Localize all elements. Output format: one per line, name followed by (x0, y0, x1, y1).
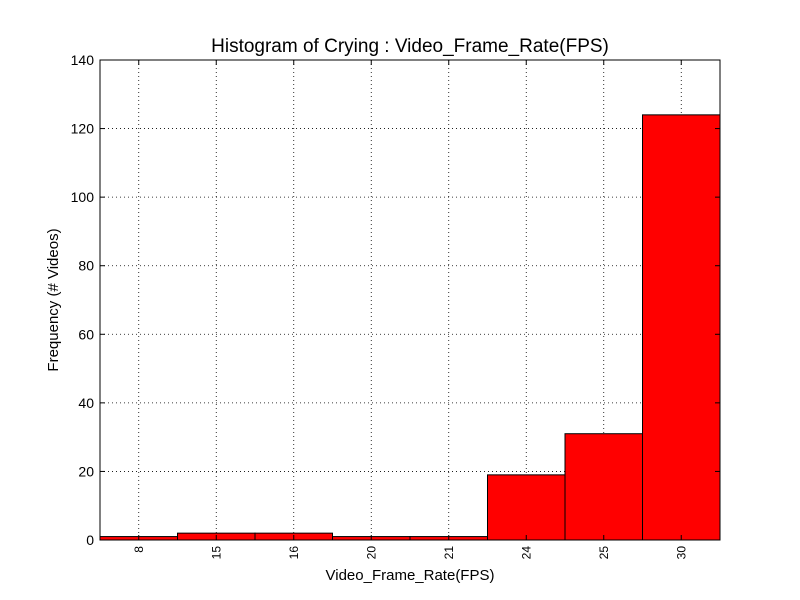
y-tick-label: 60 (78, 326, 94, 342)
y-tick-label: 20 (78, 463, 94, 479)
x-tick-label: 24 (519, 546, 533, 560)
y-tick-label: 0 (86, 532, 94, 548)
y-tick-label: 40 (78, 395, 94, 411)
bar-30 (642, 114, 721, 541)
y-tick-label: 120 (71, 121, 95, 137)
x-tick-label: 16 (287, 546, 301, 560)
ticks: 0 20 40 60 80 100 120 140 8 15 16 20 21 24 25 30 (71, 52, 720, 559)
x-axis-label: Video_Frame_Rate(FPS) (326, 567, 495, 584)
chart-title: Histogram of Crying : Video_Frame_Rate(F… (211, 36, 609, 57)
x-tick-label: 25 (597, 546, 611, 560)
x-tick-label: 30 (674, 546, 688, 560)
plot-frame (99, 59, 721, 541)
y-tick-label: 140 (71, 52, 95, 68)
bar-25 (564, 433, 643, 541)
bars (99, 114, 721, 541)
bar-24 (487, 474, 566, 541)
x-tick-label: 15 (209, 546, 223, 560)
x-tick-label: 21 (442, 546, 456, 560)
x-tick-label: 20 (364, 546, 378, 560)
y-axis-label: Frequency (# Videos) (45, 228, 62, 371)
x-tick-label: 8 (132, 546, 146, 553)
y-tick-label: 80 (78, 258, 94, 274)
y-tick-label: 100 (71, 189, 95, 205)
